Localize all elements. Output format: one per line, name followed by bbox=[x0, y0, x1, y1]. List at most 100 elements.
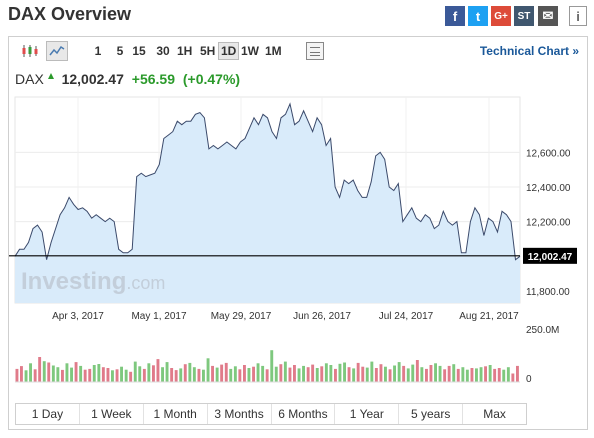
volume-bar bbox=[29, 363, 32, 382]
volume-bar bbox=[252, 366, 255, 382]
volume-bar bbox=[379, 364, 383, 382]
volume-bar bbox=[415, 360, 419, 382]
period-1-week[interactable]: 1 Week bbox=[80, 404, 144, 424]
volume-bar bbox=[152, 365, 155, 382]
volume-bar bbox=[133, 361, 137, 382]
volume-bar bbox=[197, 368, 201, 382]
interval-5h[interactable]: 5H bbox=[200, 44, 216, 58]
price-change: +56.59 bbox=[131, 71, 175, 87]
chart-panel: 1 5 15 30 1H 5H 1D 1W 1M Technical Chart » DAX 1… bbox=[8, 36, 588, 430]
interval-1m[interactable]: 1M bbox=[265, 44, 282, 58]
interval-1h[interactable]: 1H bbox=[177, 44, 193, 58]
price-change-pct: (+0.47%) bbox=[182, 71, 241, 87]
interval-1[interactable]: 1 bbox=[94, 44, 102, 58]
up-arrow-icon bbox=[47, 73, 54, 79]
volume-bar bbox=[361, 366, 365, 382]
volume-bar bbox=[374, 368, 378, 382]
google-plus-icon[interactable]: G+ bbox=[491, 6, 511, 26]
period-6-months[interactable]: 6 Months bbox=[272, 404, 336, 424]
volume-bar bbox=[283, 361, 287, 382]
volume-bar bbox=[129, 371, 133, 382]
twitter-icon[interactable]: t bbox=[468, 6, 488, 26]
volume-bar bbox=[92, 365, 96, 382]
volume-bar bbox=[42, 361, 46, 382]
email-icon[interactable]: ✉ bbox=[538, 6, 558, 26]
watermark-suffix: .com bbox=[126, 273, 165, 293]
interval-1d[interactable]: 1D bbox=[218, 42, 240, 60]
volume-bar bbox=[329, 365, 333, 382]
facebook-icon[interactable]: f bbox=[445, 6, 465, 26]
current-price-label: 12,002.47 bbox=[528, 252, 573, 263]
x-tick-label: May 1, 2017 bbox=[131, 311, 186, 322]
volume-bar bbox=[261, 365, 265, 382]
volume-bar bbox=[106, 368, 110, 382]
volume-bar bbox=[420, 367, 424, 382]
volume-bar bbox=[161, 367, 164, 382]
volume-bar bbox=[97, 364, 101, 382]
interval-15[interactable]: 15 bbox=[132, 44, 146, 58]
volume-bar bbox=[470, 368, 474, 382]
volume-bar bbox=[147, 363, 151, 382]
period-1-year[interactable]: 1 Year bbox=[335, 404, 400, 424]
volume-bar bbox=[156, 359, 160, 382]
volume-bar bbox=[388, 369, 392, 382]
volume-bar bbox=[224, 362, 228, 382]
price-area bbox=[15, 103, 520, 304]
quote-line: DAX 12,002.47 +56.59 (+0.47%) bbox=[15, 71, 240, 87]
volume-bar bbox=[38, 357, 42, 382]
volume-bar bbox=[297, 368, 301, 382]
volume-bar bbox=[256, 363, 260, 382]
y-tick-label: 11,800.00 bbox=[526, 287, 570, 298]
volume-bar bbox=[338, 363, 342, 382]
volume-bar bbox=[484, 366, 487, 382]
candlestick-icon[interactable] bbox=[21, 44, 39, 58]
settings-icon[interactable] bbox=[306, 42, 324, 60]
period-1-day[interactable]: 1 Day bbox=[16, 404, 80, 424]
volume-bar bbox=[402, 365, 406, 382]
volume-bar bbox=[475, 368, 478, 382]
x-tick-label: Apr 3, 2017 bbox=[52, 311, 104, 322]
price: 12,002.47 bbox=[61, 71, 124, 87]
technical-chart-link[interactable]: Technical Chart » bbox=[479, 44, 579, 58]
period-max[interactable]: Max bbox=[483, 407, 506, 421]
volume-bar bbox=[88, 368, 92, 382]
volume-bar bbox=[443, 369, 447, 382]
volume-bar bbox=[320, 366, 324, 382]
volume-bar bbox=[461, 367, 465, 382]
price-line bbox=[14, 102, 521, 261]
area-chart-toggle[interactable] bbox=[46, 41, 68, 61]
volume-bar bbox=[293, 365, 296, 382]
current-price-box bbox=[523, 247, 577, 264]
volume-bar bbox=[15, 368, 19, 382]
volume-bar bbox=[452, 364, 456, 382]
area-chart-icon bbox=[49, 45, 65, 56]
volume-bar bbox=[51, 365, 55, 382]
volume-bar bbox=[288, 367, 292, 382]
volume-bar bbox=[438, 365, 442, 382]
volume-bar bbox=[138, 366, 142, 382]
y-tick-label: 12,400.00 bbox=[526, 183, 571, 194]
volume-bar bbox=[411, 364, 415, 382]
stocktwits-icon[interactable]: ST bbox=[514, 6, 534, 26]
price-chart[interactable]: 12,600.00 12,400.00 12,200.00 11,800.00 Apr … bbox=[9, 95, 587, 387]
period-5-years[interactable]: 5 years bbox=[399, 404, 464, 424]
volume-bar bbox=[274, 366, 278, 382]
volume-bar bbox=[479, 367, 483, 382]
period-3-months[interactable]: 3 Months bbox=[208, 404, 272, 424]
volume-bar bbox=[179, 368, 183, 382]
interval-30[interactable]: 30 bbox=[156, 44, 170, 58]
volume-bar bbox=[120, 366, 123, 382]
info-icon[interactable]: i bbox=[569, 6, 587, 26]
interval-5[interactable]: 5 bbox=[116, 44, 124, 58]
y-tick-label: 12,600.00 bbox=[526, 148, 571, 159]
volume-bar bbox=[315, 368, 319, 382]
volume-bar bbox=[447, 365, 451, 382]
period-1-month[interactable]: 1 Month bbox=[144, 404, 208, 424]
interval-1w[interactable]: 1W bbox=[241, 44, 259, 58]
volume-bar bbox=[456, 368, 460, 382]
page-title: DAX Overview bbox=[8, 4, 132, 24]
volume-bar bbox=[211, 365, 214, 382]
volume-bar bbox=[247, 368, 251, 382]
volume-bar bbox=[493, 368, 497, 382]
volume-bar bbox=[215, 367, 219, 382]
